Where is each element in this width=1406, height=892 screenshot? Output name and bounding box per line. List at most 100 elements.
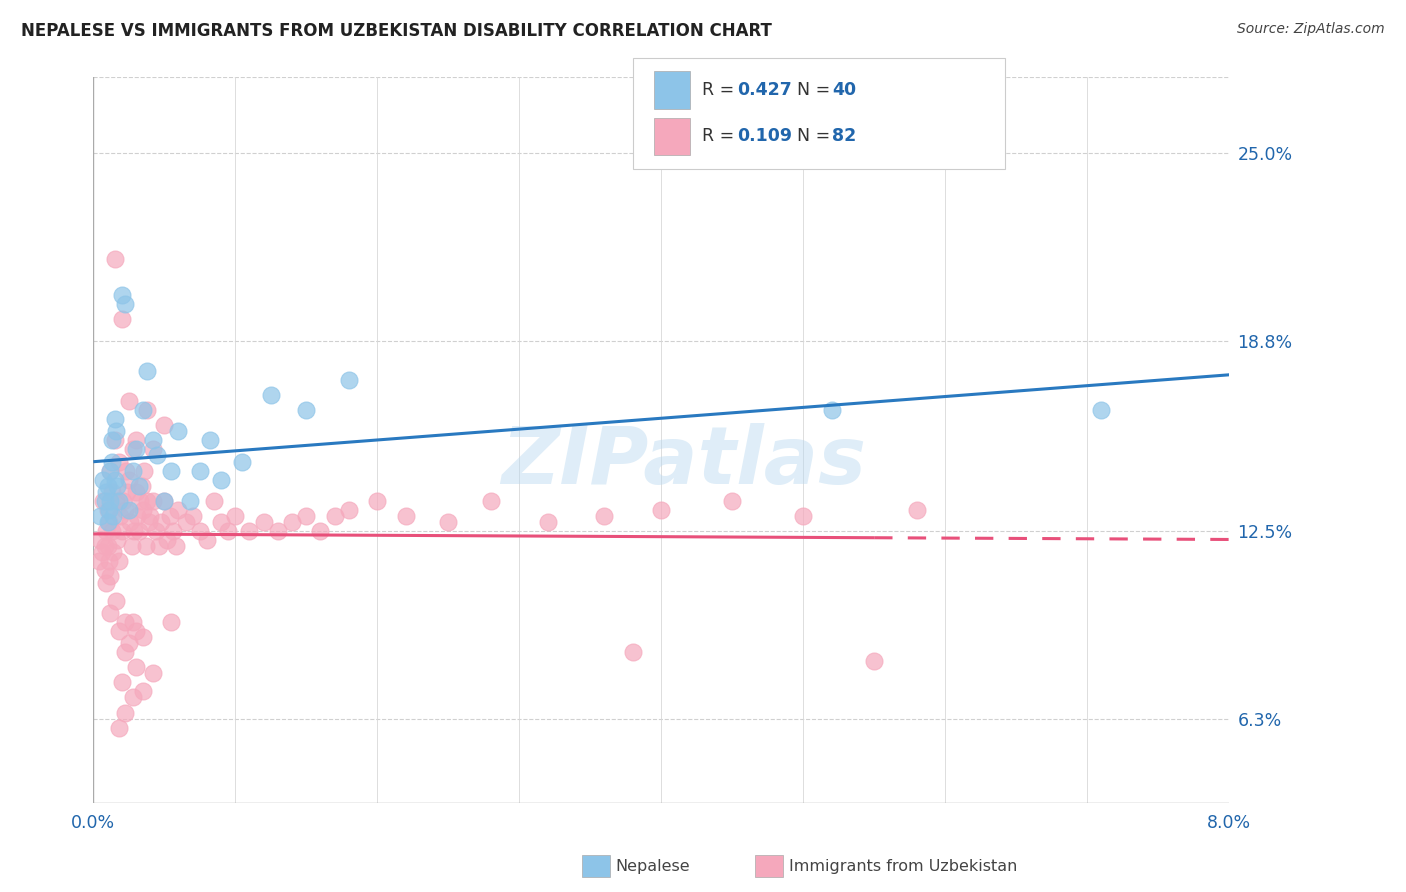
Point xyxy=(118,394,141,409)
Text: NEPALESE VS IMMIGRANTS FROM UZBEKISTAN DISABILITY CORRELATION CHART: NEPALESE VS IMMIGRANTS FROM UZBEKISTAN D… xyxy=(21,22,772,40)
Point xyxy=(110,508,132,523)
Point xyxy=(181,508,204,523)
Point xyxy=(115,464,138,478)
Point xyxy=(98,464,121,478)
Point xyxy=(98,493,121,508)
Point xyxy=(309,524,332,538)
Point xyxy=(111,312,134,326)
Point xyxy=(142,666,165,681)
Point xyxy=(142,434,165,448)
Point xyxy=(188,524,211,538)
Point xyxy=(167,503,190,517)
Point xyxy=(127,508,149,523)
Point xyxy=(217,524,239,538)
Text: R =: R = xyxy=(702,81,740,99)
Point xyxy=(128,524,150,538)
Point xyxy=(108,493,131,508)
Point xyxy=(121,539,143,553)
Point xyxy=(621,645,644,659)
Point xyxy=(395,508,418,523)
Point xyxy=(122,442,145,457)
Point xyxy=(100,434,122,448)
Point xyxy=(125,660,148,674)
Point xyxy=(118,503,141,517)
Point xyxy=(118,473,141,487)
Point xyxy=(108,454,131,468)
Point xyxy=(94,484,117,499)
Point xyxy=(96,503,118,517)
Point xyxy=(198,434,221,448)
Point xyxy=(150,515,173,529)
Point xyxy=(100,454,122,468)
Point xyxy=(238,524,260,538)
Point xyxy=(93,493,115,508)
Point xyxy=(131,479,153,493)
Point xyxy=(1090,403,1112,417)
Text: 82: 82 xyxy=(832,128,856,145)
Text: Nepalese: Nepalese xyxy=(616,859,690,873)
Point xyxy=(114,706,136,720)
Point xyxy=(905,503,928,517)
Point xyxy=(167,425,190,439)
Point xyxy=(105,493,128,508)
Point xyxy=(112,493,135,508)
Point xyxy=(863,654,886,668)
Point xyxy=(142,442,165,457)
Point xyxy=(209,515,232,529)
Text: N =: N = xyxy=(797,128,837,145)
Point xyxy=(100,484,122,499)
Text: 0.109: 0.109 xyxy=(737,128,792,145)
Point xyxy=(94,575,117,590)
Point xyxy=(89,508,111,523)
Point xyxy=(118,636,141,650)
Point xyxy=(101,508,124,523)
Point xyxy=(108,624,131,638)
Point xyxy=(122,615,145,629)
Point xyxy=(97,503,120,517)
Point xyxy=(114,615,136,629)
Point xyxy=(323,508,346,523)
Point xyxy=(114,503,136,517)
Point xyxy=(122,464,145,478)
Point xyxy=(145,524,167,538)
Point xyxy=(195,533,218,548)
Text: 40: 40 xyxy=(832,81,856,99)
Point xyxy=(202,493,225,508)
Point xyxy=(437,515,460,529)
Point xyxy=(93,563,115,577)
Point xyxy=(135,539,157,553)
Point xyxy=(153,493,176,508)
Point xyxy=(98,606,121,620)
Text: N =: N = xyxy=(797,81,837,99)
Point xyxy=(125,624,148,638)
Point xyxy=(132,684,155,698)
Point xyxy=(120,515,142,529)
Point xyxy=(114,645,136,659)
Point xyxy=(108,721,131,735)
Point xyxy=(337,503,360,517)
Point xyxy=(132,630,155,644)
Point xyxy=(165,539,187,553)
Point xyxy=(100,524,122,538)
Point xyxy=(108,554,131,568)
Point xyxy=(159,508,181,523)
Point xyxy=(117,484,139,499)
Point xyxy=(295,403,318,417)
Point xyxy=(138,515,160,529)
Point xyxy=(153,493,176,508)
Point xyxy=(792,508,814,523)
Point xyxy=(101,545,124,559)
Point xyxy=(139,508,162,523)
Point xyxy=(128,479,150,493)
Point xyxy=(136,364,159,378)
Point xyxy=(98,569,121,583)
Point xyxy=(156,533,179,548)
Point xyxy=(267,524,290,538)
Point xyxy=(122,690,145,705)
Point xyxy=(93,539,115,553)
Point xyxy=(97,554,120,568)
Point xyxy=(91,473,114,487)
Point xyxy=(87,554,110,568)
Point xyxy=(91,493,114,508)
Point xyxy=(107,479,129,493)
